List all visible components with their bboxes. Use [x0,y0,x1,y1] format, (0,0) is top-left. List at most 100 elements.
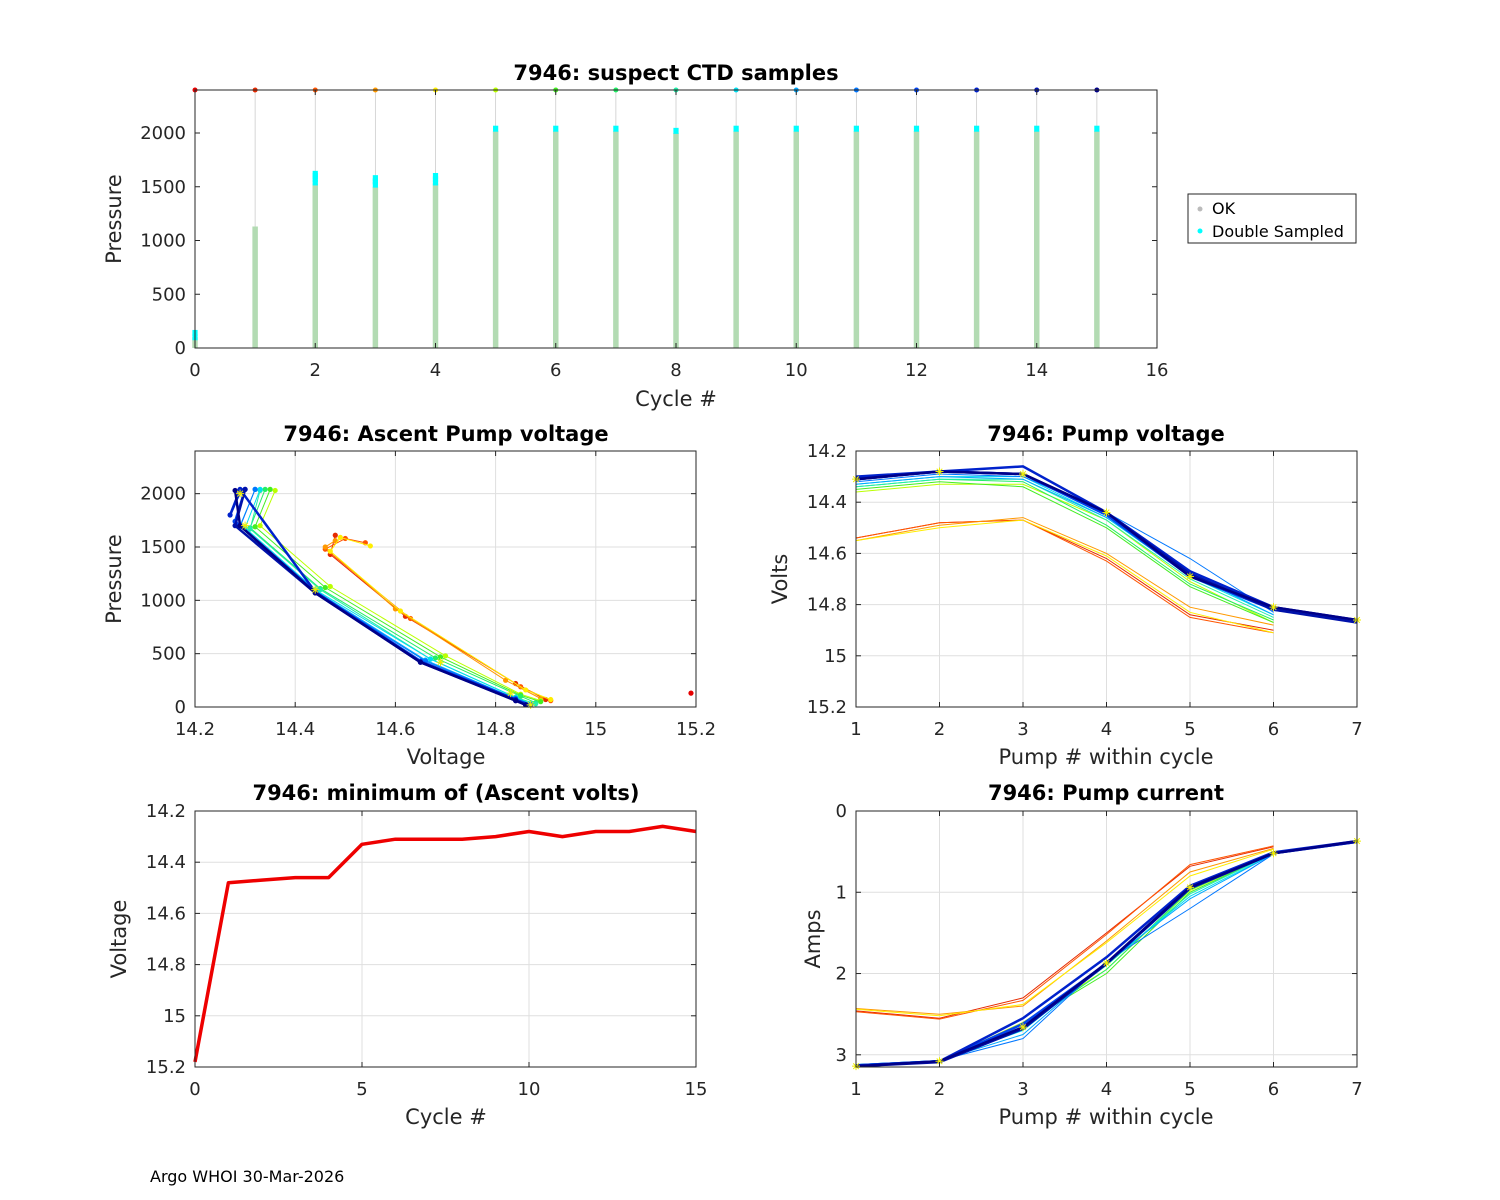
ascent-point [247,526,253,532]
amps-xlabel: Pump # within cycle [999,1105,1214,1129]
double-sampled-point [793,125,799,132]
ctd-legend: OK Double Sampled [1187,193,1357,244]
double-sampled-point [432,176,439,183]
x-tick-label: 14 [1025,360,1048,381]
double-sampled-point [312,170,318,177]
ascent-point [252,524,258,530]
amps-panel: 1 2 3 4 5 6 7 0 1 2 3 7946: Pump current Pump # wi… [801,781,1363,1129]
star-marker [1019,1023,1027,1032]
y-tick-label: 500 [152,644,186,665]
ascent-xlabel: Voltage [407,745,486,769]
star-marker [506,689,515,698]
x-tick-label: 7 [1351,719,1362,740]
footer-text: Argo WHOI 30-Mar-2026 [150,1167,344,1186]
star-marker [1186,572,1194,581]
double-sampled-point [733,125,739,132]
ascent-point [257,523,263,529]
star-marker [1269,849,1278,858]
y-tick-label: 2000 [140,484,186,505]
ascent-point [327,583,333,590]
y-tick-label: 0 [175,338,186,359]
x-tick-label: 1 [850,719,861,740]
ascent-point [523,702,529,708]
y-tick-label: 1500 [140,177,186,198]
ascent-point [237,486,243,492]
double-sampled-point [432,179,439,186]
double-sampled-point [1094,125,1100,132]
ascent-point [367,543,373,549]
ascent-point [327,548,333,554]
minv-title: 7946: minimum of (Ascent volts) [252,781,639,805]
volts-panel: 1 2 3 4 5 6 7 14.2 14.4 14.6 14.8 15 15.2 7946: Pump… [768,422,1363,769]
star-marker [1269,603,1278,612]
ascent-point [688,690,694,696]
star-marker [526,700,535,709]
x-tick-label: 6 [1268,1079,1279,1100]
double-sampled-point [312,176,318,183]
ascent-point [397,608,404,614]
star-marker [935,1057,944,1066]
star-marker [1186,883,1194,892]
amps-series-line [855,845,1274,1020]
ascent-point [518,693,524,699]
y-tick-label: 14.2 [146,801,186,822]
x-tick-label: 6 [1268,719,1279,740]
ascent-point [332,532,338,538]
x-tick-label: 12 [905,360,928,381]
minv-ylabel: Voltage [107,900,131,979]
star-marker [311,585,320,594]
ascent-ylabel: Pressure [102,534,126,624]
y-tick-label: 14.6 [807,543,847,564]
x-tick-label: 14.2 [175,719,215,740]
x-tick-label: 8 [670,360,681,381]
ascent-point [538,699,544,705]
ascent-point [322,584,328,591]
ascent-point [257,486,263,492]
x-tick-label: 4 [1101,719,1112,740]
x-tick-label: 6 [550,360,561,381]
y-tick-label: 3 [836,1045,847,1066]
ascent-point [252,486,258,492]
volts-title: 7946: Pump voltage [987,422,1225,446]
ascent-point [227,512,233,518]
star-marker [1102,508,1111,517]
y-tick-label: 1000 [140,590,186,611]
volts-xlabel: Pump # within cycle [999,745,1214,769]
ascent-point [432,655,439,661]
star-marker [1102,958,1111,967]
ascent-point [232,523,238,529]
ascent-point [503,677,509,683]
ctd-title: 7946: suspect CTD samples [513,61,838,85]
double-sampled-point [493,125,499,132]
y-tick-label: 500 [152,284,186,305]
double-sampled-point [974,125,980,132]
y-tick-label: 14.6 [146,903,186,924]
ascent-point [317,587,323,593]
ascent-point [523,687,529,693]
volts-series-line [855,481,1274,623]
star-marker [1019,470,1027,479]
ascent-title: 7946: Ascent Pump voltage [283,422,608,446]
ascent-point [322,544,328,550]
x-tick-label: 2 [310,360,321,381]
x-tick-label: 15.2 [676,719,716,740]
minv-xlabel: Cycle # [405,1105,487,1129]
double-sampled-point [372,181,378,188]
ascent-point [513,698,519,704]
x-tick-label: 1 [850,1079,861,1100]
ascent-point [232,487,238,494]
x-tick-label: 3 [1017,1079,1028,1100]
volts-series-line [855,517,1274,626]
star-marker [935,467,944,476]
volts-series-line [855,478,1274,618]
ctd-ylabel: Pressure [102,174,126,264]
y-tick-label: 14.2 [807,441,847,462]
ascent-point [533,701,539,707]
ascent-point [262,486,268,492]
amps-title: 7946: Pump current [988,781,1224,805]
ascent-series-line [249,489,536,704]
star-marker [236,489,245,498]
x-tick-label: 5 [356,1079,367,1100]
ascent-point [272,487,278,494]
x-tick-label: 16 [1146,360,1169,381]
